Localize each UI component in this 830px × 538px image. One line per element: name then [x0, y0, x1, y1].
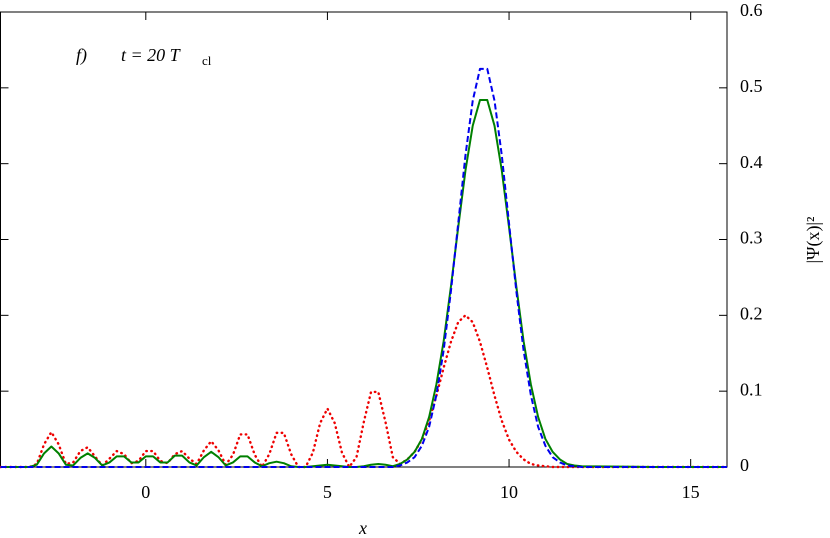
- y-axis-label: |Ψ(x)|²: [803, 217, 824, 264]
- data-line: [0, 67, 727, 468]
- x-tick-label: 15: [682, 482, 700, 502]
- data-line: [0, 314, 729, 469]
- plot-frame: [0, 11, 728, 468]
- annotation-label: f): [76, 45, 87, 66]
- y-tick-label: 0.3: [740, 228, 763, 248]
- y-tick-label: 0.5: [740, 76, 763, 96]
- y-tick-label: 0.6: [740, 0, 763, 20]
- x-tick-label: 5: [323, 482, 332, 502]
- x-axis-label: x: [358, 518, 367, 538]
- y-tick-label: 0.4: [740, 152, 763, 172]
- y-tick-label: 0.1: [740, 379, 763, 399]
- annotation-subscript: cl: [202, 53, 212, 68]
- x-tick-label: 10: [500, 482, 518, 502]
- x-tick-label: 0: [141, 482, 150, 502]
- annotation-text: t = 20 T: [121, 45, 182, 65]
- y-tick-label: 0: [740, 455, 749, 475]
- y-tick-label: 0.2: [740, 303, 763, 323]
- data-line: [0, 98, 727, 468]
